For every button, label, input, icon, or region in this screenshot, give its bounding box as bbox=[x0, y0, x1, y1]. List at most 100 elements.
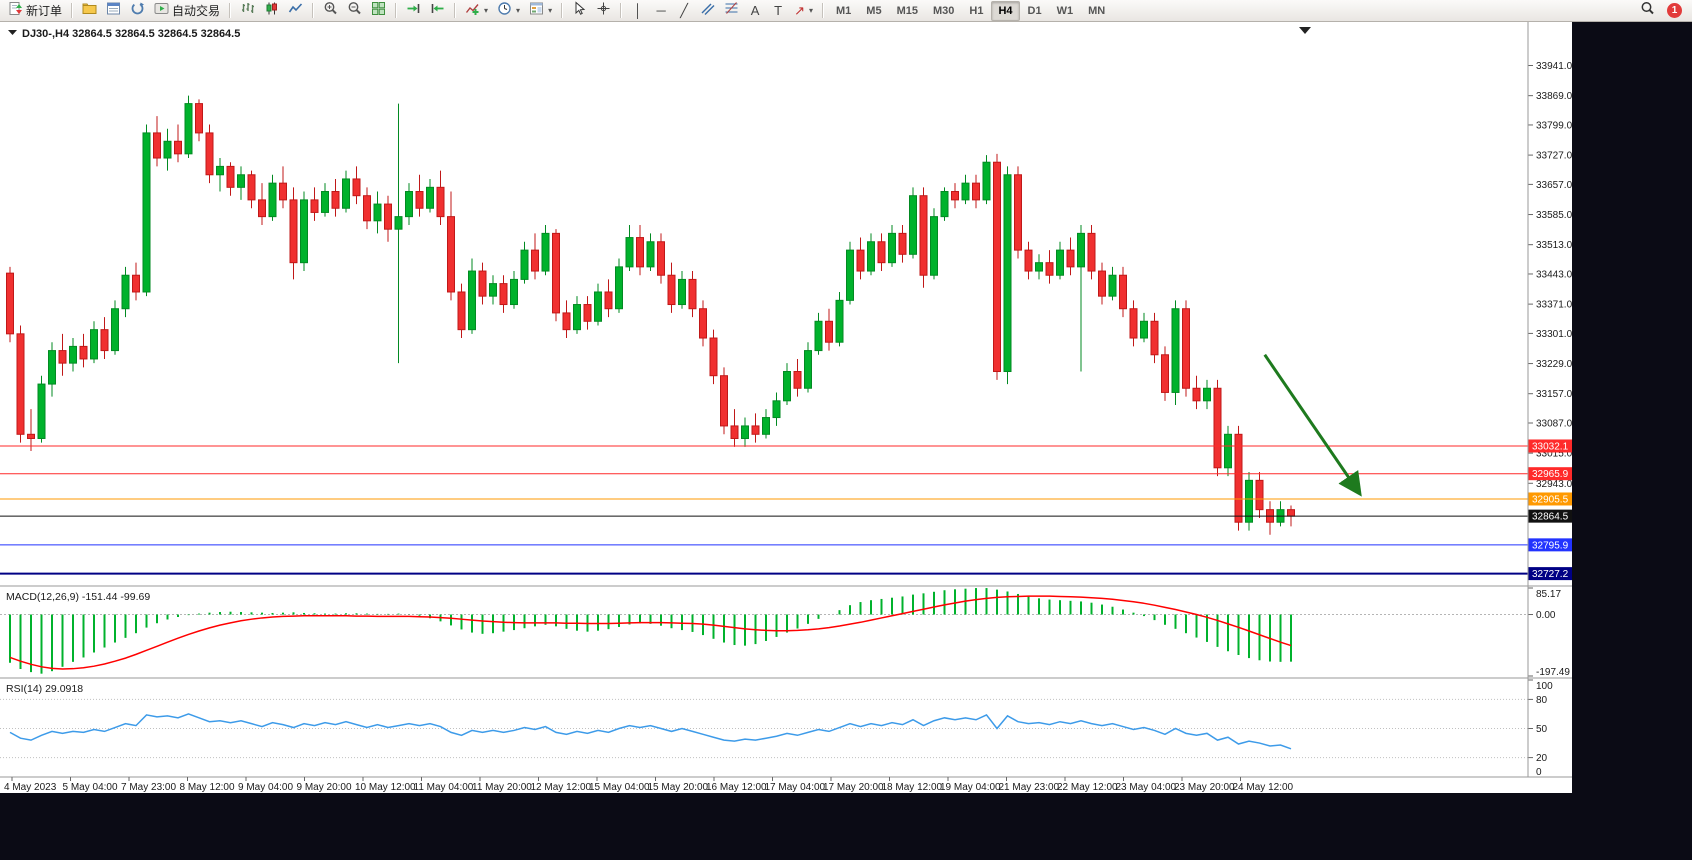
svg-text:32727.2: 32727.2 bbox=[1532, 569, 1569, 580]
svg-text:-197.49: -197.49 bbox=[1536, 667, 1570, 678]
timeframe-h4-button[interactable]: H4 bbox=[991, 0, 1020, 21]
crosshair-button[interactable] bbox=[592, 1, 615, 21]
text-tool-button[interactable]: A bbox=[744, 1, 766, 21]
main-toolbar: 新订单 自动交易 ▾ bbox=[0, 0, 1692, 22]
auto-scroll-icon bbox=[406, 1, 421, 21]
svg-text:33032.1: 33032.1 bbox=[1532, 441, 1569, 452]
channel-button[interactable] bbox=[696, 1, 719, 21]
bar-chart-button[interactable] bbox=[236, 1, 259, 21]
new-order-button[interactable]: 新订单 bbox=[4, 1, 66, 21]
trendline-icon: ╱ bbox=[680, 3, 688, 18]
right-background-panel bbox=[1572, 22, 1692, 860]
toolbar-separator bbox=[312, 3, 315, 18]
charts-profile-button[interactable] bbox=[78, 1, 101, 21]
svg-text:7 May 23:00: 7 May 23:00 bbox=[121, 782, 176, 793]
data-window-button[interactable] bbox=[102, 1, 125, 21]
new-order-label: 新订单 bbox=[26, 4, 63, 18]
refresh-button[interactable] bbox=[126, 1, 149, 21]
text-tool-icon: A bbox=[750, 3, 760, 18]
cursor-icon bbox=[572, 0, 587, 21]
timeframe-w1-button[interactable]: W1 bbox=[1056, 4, 1074, 17]
svg-text:23 May 04:00: 23 May 04:00 bbox=[1116, 782, 1177, 793]
svg-text:15 May 20:00: 15 May 20:00 bbox=[648, 782, 709, 793]
svg-text:85.17: 85.17 bbox=[1536, 589, 1561, 600]
toolbar-separator bbox=[454, 3, 457, 18]
svg-text:21 May 23:00: 21 May 23:00 bbox=[999, 782, 1060, 793]
svg-text:RSI(14) 29.0918: RSI(14) 29.0918 bbox=[6, 683, 83, 695]
search-button[interactable] bbox=[1636, 1, 1659, 21]
zoom-out-button[interactable] bbox=[343, 1, 366, 21]
tile-windows-button[interactable] bbox=[367, 1, 390, 21]
refresh-icon bbox=[130, 1, 145, 21]
toolbar-separator bbox=[822, 3, 824, 18]
timeframe-d1-button[interactable]: D1 bbox=[1027, 4, 1042, 17]
toolbar-separator bbox=[561, 3, 564, 18]
fibonacci-icon bbox=[724, 1, 739, 21]
chart-shift-button[interactable] bbox=[426, 1, 449, 21]
shift-end-marker bbox=[1299, 27, 1311, 34]
label-tool-button[interactable]: T bbox=[767, 1, 789, 21]
svg-text:22 May 12:00: 22 May 12:00 bbox=[1057, 782, 1118, 793]
fibonacci-button[interactable] bbox=[720, 1, 743, 21]
zoom-in-button[interactable] bbox=[319, 1, 342, 21]
svg-text:20: 20 bbox=[1536, 753, 1548, 764]
svg-text:5 May 04:00: 5 May 04:00 bbox=[63, 782, 118, 793]
rsi-line bbox=[9, 713, 1292, 750]
templates-button[interactable]: ▾ bbox=[525, 1, 556, 21]
cursor-button[interactable] bbox=[568, 0, 591, 21]
periods-button[interactable]: ▾ bbox=[493, 1, 524, 21]
zoom-in-icon bbox=[323, 1, 338, 21]
svg-text:DJ30-,H4 32864.5 32864.5 3286: DJ30-,H4 32864.5 32864.5 32864.5 32864.5 bbox=[22, 28, 240, 40]
vertical-line-button[interactable]: │ bbox=[627, 1, 649, 21]
indicators-button[interactable]: ▾ bbox=[461, 1, 492, 21]
svg-text:33513.0: 33513.0 bbox=[1536, 240, 1572, 251]
price-chart-canvas[interactable]: 33941.0 33869.0 33799.0 33727.0 33657.0 33585… bbox=[0, 22, 1572, 793]
chart-window[interactable]: 33941.0 33869.0 33799.0 33727.0 33657.0 33585… bbox=[0, 22, 1692, 860]
autotrading-button[interactable]: 自动交易 bbox=[150, 1, 224, 21]
svg-text:32943.0: 32943.0 bbox=[1536, 479, 1572, 490]
timeframe-m1-button[interactable]: M1 bbox=[836, 4, 852, 17]
svg-text:33657.0: 33657.0 bbox=[1536, 180, 1572, 191]
svg-text:32965.9: 32965.9 bbox=[1532, 469, 1569, 480]
timeframe-m30-button[interactable]: M30 bbox=[932, 4, 955, 17]
svg-text:17 May 04:00: 17 May 04:00 bbox=[765, 782, 826, 793]
svg-text:33799.0: 33799.0 bbox=[1536, 120, 1572, 131]
svg-text:33585.0: 33585.0 bbox=[1536, 210, 1572, 221]
svg-text:33015.0: 33015.0 bbox=[1536, 449, 1572, 460]
toolbar-separator bbox=[620, 3, 623, 18]
bar-chart-icon bbox=[240, 1, 255, 21]
svg-text:100: 100 bbox=[1536, 681, 1553, 692]
trendline-button[interactable]: ╱ bbox=[673, 1, 695, 21]
data-window-icon bbox=[106, 1, 121, 21]
arrows-tool-icon: ↗ bbox=[794, 3, 805, 18]
toolbar-right-group: 1 bbox=[1636, 1, 1688, 21]
svg-text:8 May 12:00: 8 May 12:00 bbox=[180, 782, 235, 793]
auto-scroll-button[interactable] bbox=[402, 1, 425, 21]
toolbar-separator bbox=[71, 3, 74, 18]
arrows-tool-button[interactable]: ↗ ▾ bbox=[790, 1, 817, 21]
autotrading-label: 自动交易 bbox=[172, 4, 221, 18]
svg-text:11 May 04:00: 11 May 04:00 bbox=[414, 782, 474, 793]
horizontal-line-button[interactable]: ─ bbox=[650, 1, 672, 21]
timeframe-m15-button[interactable]: M15 bbox=[896, 4, 918, 17]
folder-icon bbox=[82, 1, 97, 21]
line-chart-button[interactable] bbox=[284, 1, 307, 21]
svg-text:24 May 12:00: 24 May 12:00 bbox=[1233, 782, 1294, 793]
svg-text:16 May 12:00: 16 May 12:00 bbox=[706, 782, 767, 793]
svg-text:33087.0: 33087.0 bbox=[1536, 419, 1572, 430]
svg-text:12 May 12:00: 12 May 12:00 bbox=[531, 782, 592, 793]
timeframe-m5-button[interactable]: M5 bbox=[866, 4, 882, 17]
zoom-out-icon bbox=[347, 1, 362, 21]
notification-badge[interactable]: 1 bbox=[1667, 3, 1682, 18]
vertical-line-icon: │ bbox=[634, 3, 643, 18]
svg-text:9 May 20:00: 9 May 20:00 bbox=[297, 782, 352, 793]
search-icon bbox=[1640, 1, 1655, 21]
svg-text:0.00: 0.00 bbox=[1536, 610, 1556, 621]
candlestick-chart-button[interactable] bbox=[260, 1, 283, 21]
macd-signal-line bbox=[9, 595, 1292, 670]
clock-icon bbox=[497, 1, 512, 21]
timeframe-mn-button[interactable]: MN bbox=[1088, 4, 1106, 17]
timeframe-h1-button[interactable]: H1 bbox=[969, 4, 984, 17]
drawn-arrow-annotation bbox=[1263, 353, 1362, 497]
svg-text:50: 50 bbox=[1536, 724, 1548, 735]
